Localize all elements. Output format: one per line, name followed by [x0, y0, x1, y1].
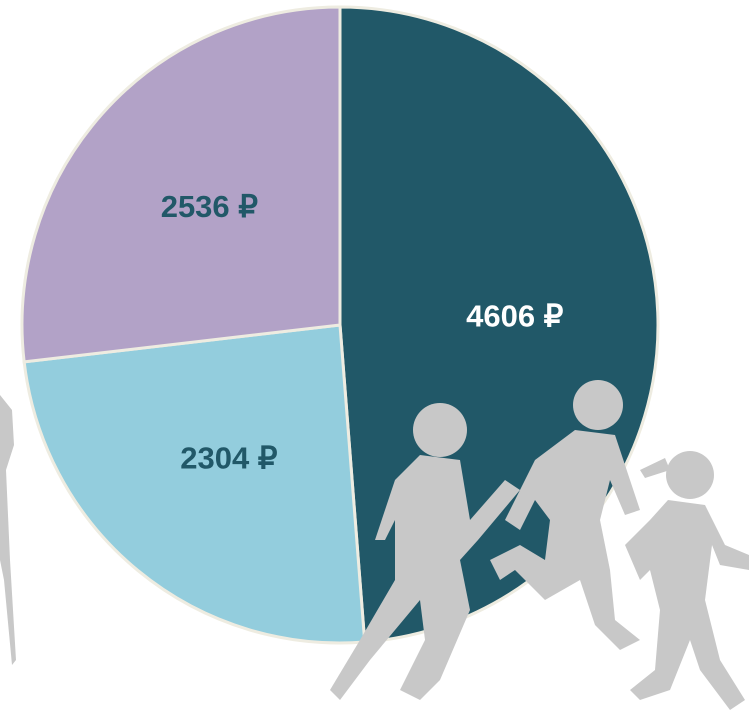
data-label: 2304 ₽ [180, 440, 278, 475]
pie-slice [22, 323, 367, 645]
pie-slice [20, 5, 342, 364]
data-label: 4606 ₽ [466, 298, 564, 333]
data-label: 2536 ₽ [161, 189, 259, 224]
runners-silhouette [0, 380, 749, 710]
